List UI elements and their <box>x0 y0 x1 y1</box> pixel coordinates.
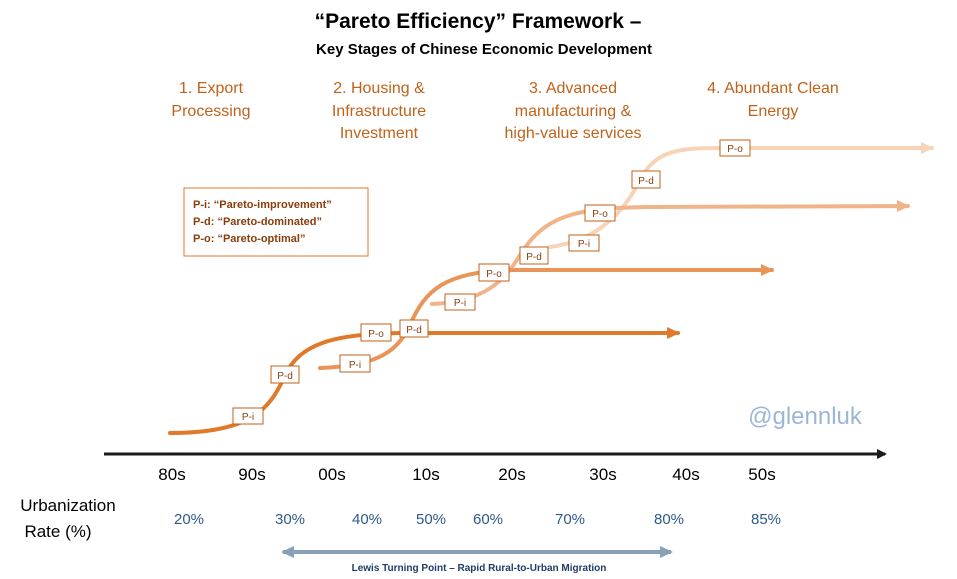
svg-text:P-i: P-i <box>242 412 254 423</box>
stage-label-3: 3. Advanced manufacturing & high-value s… <box>505 80 642 142</box>
badge-improvement-stage-2: P-i <box>339 354 371 373</box>
svg-text:P-i: P-i <box>349 360 361 371</box>
urbanization-values: 20% 30% 40% 50% 60% 70% 80% 85% <box>174 511 781 528</box>
svg-text:P-o: P-o <box>592 209 608 220</box>
legend-box: P-i: “Pareto-improvement” P-d: “Pareto-d… <box>183 187 369 257</box>
badge-improvement-stage-4: P-i <box>568 234 600 252</box>
svg-text:P-o: P-o <box>727 144 743 155</box>
curve-stage-2 <box>318 264 774 370</box>
decade-80s: 80s <box>158 465 185 484</box>
decade-10s: 10s <box>412 465 439 484</box>
stage-2-line-1: 2. Housing & <box>333 80 425 97</box>
badge-optimal-stage-3: P-o <box>584 204 616 222</box>
urbanization-label-line-2: Rate (%) <box>24 522 91 541</box>
svg-text:P-d: P-d <box>638 176 654 187</box>
stage-4-line-1: 4. Abundant Clean <box>707 80 839 97</box>
badge-optimal-stage-1: P-o <box>360 323 392 342</box>
badge-improvement-stage-1: P-i <box>232 407 264 425</box>
legend-item-improvement: P-i: “Pareto-improvement” <box>193 199 332 211</box>
urbanization-value: 85% <box>751 511 781 528</box>
urbanization-value: 20% <box>174 511 204 528</box>
svg-text:P-o: P-o <box>486 269 502 280</box>
urbanization-value: 30% <box>275 511 305 528</box>
svg-text:P-o: P-o <box>368 329 384 340</box>
stage-1-line-1: 1. Export <box>179 80 244 97</box>
decade-50s: 50s <box>748 465 775 484</box>
svg-text:P-i: P-i <box>578 239 590 250</box>
badge-optimal-stage-4: P-o <box>719 139 751 157</box>
stage-label-1: 1. Export Processing <box>171 80 250 120</box>
svg-text:P-d: P-d <box>526 252 542 263</box>
svg-text:P-d: P-d <box>406 325 422 336</box>
stage-1-line-2: Processing <box>171 103 250 120</box>
stage-3-line-3: high-value services <box>505 125 642 142</box>
title-line-2: Key Stages of Chinese Economic Developme… <box>316 41 652 58</box>
stage-2-line-3: Investment <box>340 125 419 142</box>
urbanization-value: 50% <box>416 511 446 528</box>
stage-label-4: 4. Abundant Clean Energy <box>707 80 839 120</box>
lewis-turning-point-label: Lewis Turning Point – Rapid Rural-to-Urb… <box>352 563 607 574</box>
urbanization-value: 40% <box>352 511 382 528</box>
curve-stage-4 <box>548 142 934 249</box>
legend-item-dominated: P-d: “Pareto-dominated” <box>193 216 322 228</box>
badge-dominated-stage-3: P-d <box>519 246 549 265</box>
badge-improvement-stage-3: P-i <box>444 293 476 311</box>
urbanization-value: 70% <box>555 511 585 528</box>
decade-20s: 20s <box>498 465 525 484</box>
urbanization-value: 60% <box>473 511 503 528</box>
stage-2-line-2: Infrastructure <box>332 103 426 120</box>
watermark-handle: @glennluk <box>748 403 863 430</box>
badge-dominated-stage-1: P-d <box>270 365 300 384</box>
decade-40s: 40s <box>672 465 699 484</box>
decade-labels: 80s 90s 00s 10s 20s 30s 40s 50s <box>158 465 775 484</box>
curve-stage-3 <box>430 200 910 306</box>
decade-00s: 00s <box>318 465 345 484</box>
title-line-1: “Pareto Efficiency” Framework – <box>315 10 642 33</box>
stage-3-line-1: 3. Advanced <box>529 80 617 97</box>
urbanization-label-line-1: Urbanization <box>20 496 115 515</box>
svg-text:P-d: P-d <box>277 371 293 382</box>
stage-4-line-2: Energy <box>748 103 799 120</box>
badge-optimal-stage-2: P-o <box>478 263 510 282</box>
decade-30s: 30s <box>589 465 616 484</box>
badge-dominated-stage-4: P-d <box>631 170 661 189</box>
svg-text:P-i: P-i <box>454 298 466 309</box>
decade-90s: 90s <box>238 465 265 484</box>
badge-dominated-stage-2: P-d <box>399 319 429 338</box>
legend-item-optimal: P-o: “Pareto-optimal” <box>193 233 305 245</box>
urbanization-value: 80% <box>654 511 684 528</box>
stage-3-line-2: manufacturing & <box>515 103 632 120</box>
stage-label-2: 2. Housing & Infrastructure Investment <box>332 80 426 142</box>
